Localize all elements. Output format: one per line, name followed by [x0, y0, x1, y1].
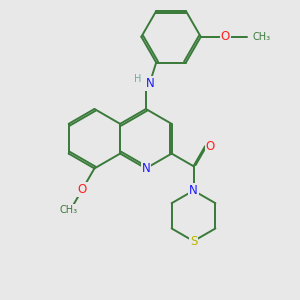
Text: N: N — [189, 184, 198, 197]
Text: O: O — [78, 183, 87, 196]
Text: O: O — [220, 30, 230, 43]
Text: O: O — [206, 140, 215, 153]
Text: S: S — [190, 235, 197, 248]
Text: CH₃: CH₃ — [253, 32, 271, 42]
Text: CH₃: CH₃ — [59, 205, 78, 214]
Text: N: N — [142, 162, 150, 175]
Text: H: H — [134, 74, 141, 84]
Text: N: N — [146, 76, 154, 90]
